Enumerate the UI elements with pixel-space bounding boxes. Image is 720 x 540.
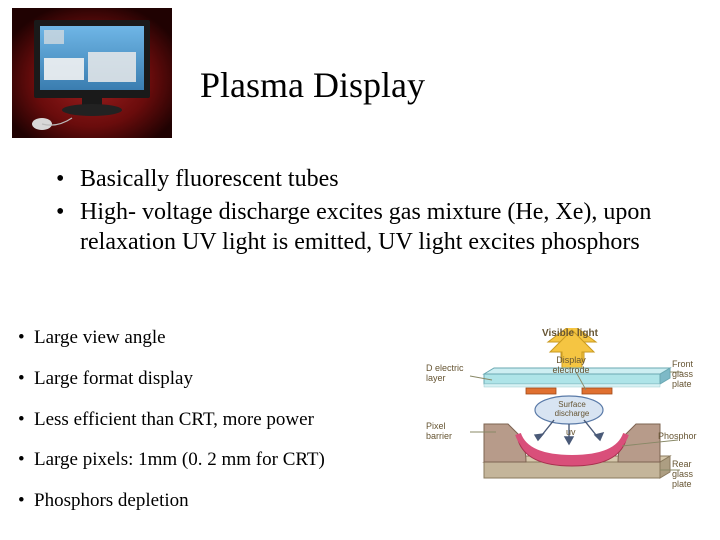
label-rear-glass: Rear glass plate	[672, 460, 706, 490]
secondary-bullet: Less efficient than CRT, more power	[18, 408, 418, 432]
secondary-bullet: Large view angle	[18, 326, 418, 350]
label-surface-discharge: Surface discharge	[548, 401, 596, 419]
label-pixel-barrier: Pixel barrier	[426, 422, 468, 442]
main-bullet: Basically fluorescent tubes	[56, 164, 666, 195]
label-front-glass: Front glass plate	[672, 360, 706, 390]
plasma-tv-image	[12, 8, 172, 138]
label-dielectric: D electric layer	[426, 364, 476, 384]
slide-title: Plasma Display	[200, 64, 425, 106]
main-bullet: High- voltage discharge excites gas mixt…	[56, 197, 666, 258]
label-phosphor: Phosphor	[658, 432, 706, 442]
secondary-bullet-list: Large view angle Large format display Le…	[18, 326, 418, 530]
plasma-cell-diagram: Visible light D electric layer Display e…	[426, 328, 706, 496]
main-bullet-list: Basically fluorescent tubes High- voltag…	[56, 164, 666, 260]
secondary-bullet: Large pixels: 1mm (0. 2 mm for CRT)	[18, 448, 418, 472]
secondary-bullet: Large format display	[18, 367, 418, 391]
slide: Plasma Display Basically fluorescent tub…	[0, 0, 720, 540]
label-uv: uv	[566, 428, 576, 438]
rear-assembly	[484, 424, 670, 478]
secondary-bullet: Phosphors depletion	[18, 489, 418, 513]
display-electrode	[582, 388, 612, 394]
label-visible-light: Visible light	[542, 328, 598, 339]
display-electrode	[526, 388, 556, 394]
label-display-electrode: Display electrode	[546, 356, 596, 376]
